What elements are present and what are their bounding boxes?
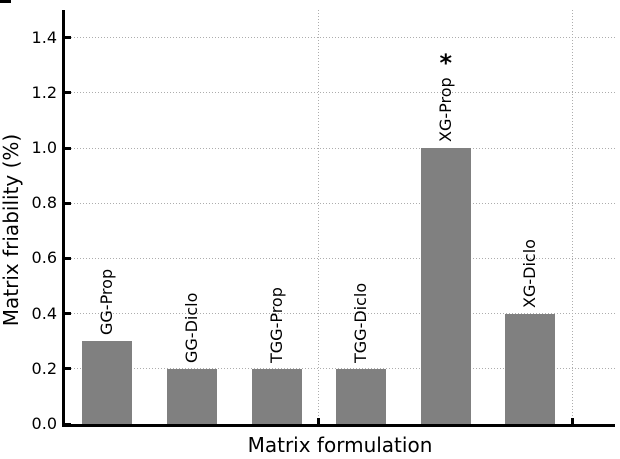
- y-gridline: [65, 147, 615, 149]
- y-tick-mark: [65, 422, 71, 426]
- y-tick-mark: [65, 312, 71, 316]
- y-tick-label: 0.6: [31, 248, 57, 268]
- y-tick-label: 1.2: [31, 82, 57, 102]
- y-gridline: [65, 202, 615, 204]
- bar: [336, 368, 387, 424]
- y-axis-line: [62, 10, 65, 427]
- y-tick-label: 0.4: [31, 303, 57, 323]
- bar-label: TGG-Prop: [266, 286, 286, 363]
- x-tick-mark: [571, 418, 575, 424]
- bar: [251, 368, 302, 424]
- bar-label: GG-Diclo: [181, 292, 201, 363]
- x-gridline: [318, 10, 320, 424]
- y-tick-mark: [65, 91, 71, 95]
- bar: [166, 368, 217, 424]
- y-tick-label: 1.4: [31, 27, 57, 47]
- y-tick-mark: [65, 36, 71, 40]
- y-tick-mark: [65, 146, 71, 150]
- x-gridline: [572, 10, 574, 424]
- bar-label: XG-Diclo: [520, 238, 540, 308]
- y-tick-label: 0.8: [31, 193, 57, 213]
- bar: [82, 341, 133, 424]
- y-gridline: [65, 92, 615, 94]
- y-tick-label: 0.2: [31, 358, 57, 378]
- y-axis-title: Matrix friability (%): [0, 133, 23, 327]
- y-gridline: [65, 313, 615, 315]
- bar: [505, 313, 556, 424]
- significance-asterisk: *: [439, 49, 453, 77]
- y-gridline: [65, 257, 615, 259]
- y-tick-mark: [65, 201, 71, 205]
- x-axis-title: Matrix formulation: [247, 433, 433, 457]
- corner-artifact: [0, 0, 11, 3]
- y-tick-label: 1.0: [31, 138, 57, 157]
- y-tick-mark: [65, 367, 71, 371]
- x-axis-line: [62, 424, 615, 427]
- bar-label: XG-Prop: [435, 77, 455, 142]
- y-tick-label: 0.0: [31, 414, 57, 433]
- y-tick-mark: [65, 256, 71, 260]
- bar-label: GG-Prop: [97, 269, 117, 336]
- bar-label: TGG-Diclo: [351, 282, 371, 363]
- x-tick-mark: [317, 418, 321, 424]
- y-gridline: [65, 37, 615, 39]
- bar: [420, 148, 471, 424]
